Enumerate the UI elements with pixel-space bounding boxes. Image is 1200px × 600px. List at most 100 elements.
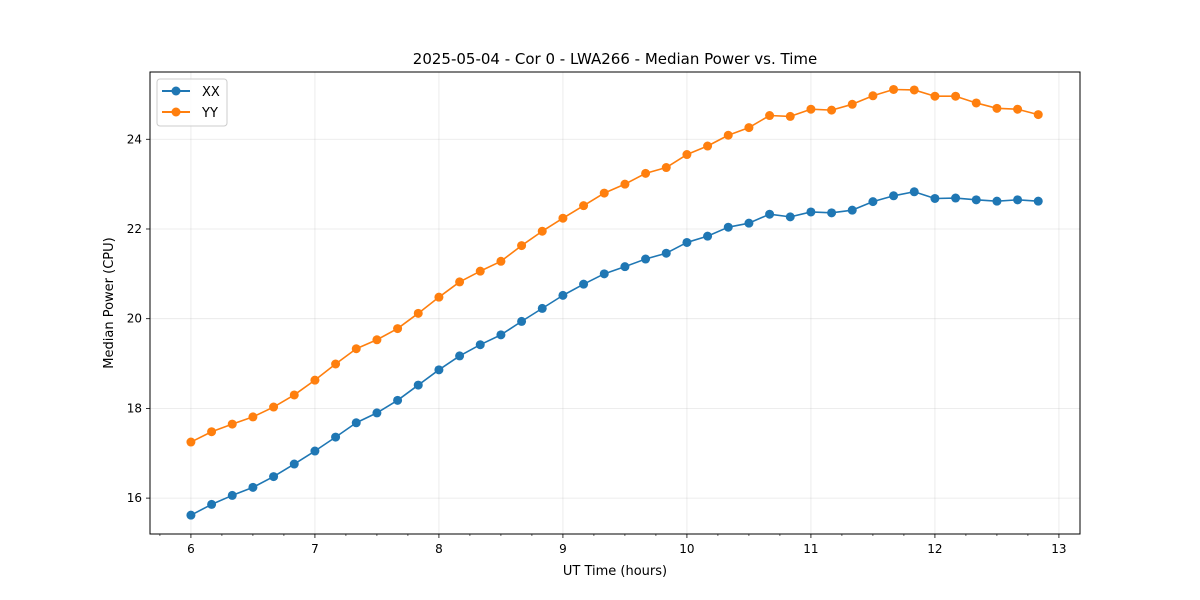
data-point-xx <box>475 340 485 350</box>
x-axis-label: UT Time (hours) <box>563 564 667 579</box>
data-point-xx <box>641 254 651 264</box>
data-point-xx <box>930 193 940 203</box>
data-point-xx <box>909 187 919 197</box>
data-point-yy <box>599 188 609 198</box>
x-tick-label: 8 <box>435 542 443 556</box>
data-point-yy <box>269 402 279 412</box>
data-point-xx <box>537 303 547 313</box>
legend-marker-yy <box>171 107 181 117</box>
data-point-yy <box>661 163 671 173</box>
data-point-xx <box>971 195 981 205</box>
data-point-yy <box>558 213 568 223</box>
data-point-yy <box>1033 110 1043 120</box>
data-point-yy <box>971 98 981 108</box>
data-point-yy <box>455 277 465 287</box>
y-tick-label: 18 <box>127 401 142 415</box>
data-point-yy <box>434 292 444 302</box>
data-point-xx <box>496 330 506 340</box>
data-point-yy <box>1013 104 1023 114</box>
data-point-yy <box>517 241 527 251</box>
data-point-xx <box>1013 195 1023 205</box>
data-point-xx <box>434 365 444 375</box>
legend-label-yy: YY <box>201 106 218 121</box>
data-point-yy <box>868 91 878 101</box>
x-tick-label: 11 <box>803 542 818 556</box>
data-point-yy <box>806 104 816 114</box>
grid-layer <box>150 72 1080 534</box>
data-point-xx <box>785 212 795 222</box>
data-point-yy <box>620 179 630 189</box>
data-point-xx <box>186 510 196 520</box>
x-tick-label: 6 <box>187 542 195 556</box>
y-tick-label: 22 <box>127 222 142 236</box>
data-point-xx <box>620 262 630 272</box>
data-point-xx <box>207 499 217 509</box>
data-point-yy <box>951 91 961 101</box>
data-point-xx <box>723 222 733 232</box>
data-point-xx <box>992 196 1002 206</box>
data-point-yy <box>682 150 692 160</box>
data-point-xx <box>331 432 341 442</box>
data-point-xx <box>289 459 299 469</box>
data-point-yy <box>992 103 1002 113</box>
data-point-xx <box>806 207 816 217</box>
data-point-yy <box>310 375 320 385</box>
data-point-yy <box>372 335 382 345</box>
legend-label-xx: XX <box>202 85 220 100</box>
data-point-xx <box>661 248 671 258</box>
data-point-yy <box>703 141 713 151</box>
data-point-xx <box>517 316 527 326</box>
data-point-yy <box>847 99 857 109</box>
data-point-yy <box>723 130 733 140</box>
x-tick-label: 9 <box>559 542 567 556</box>
data-point-yy <box>641 168 651 178</box>
data-point-yy <box>186 437 196 447</box>
data-point-xx <box>351 418 361 428</box>
data-point-xx <box>847 205 857 215</box>
legend: XX YY <box>156 78 228 127</box>
y-tick-label: 24 <box>127 132 142 146</box>
tick-layer: 6 7 8 9 10 11 12 13 16 18 20 22 24 <box>127 132 1067 556</box>
data-point-xx <box>599 269 609 279</box>
data-point-yy <box>785 111 795 121</box>
data-point-xx <box>393 395 403 405</box>
data-point-yy <box>496 256 506 266</box>
data-point-xx <box>744 218 754 228</box>
data-point-xx <box>579 279 589 289</box>
data-point-yy <box>744 123 754 133</box>
data-point-yy <box>579 201 589 211</box>
legend-marker-xx <box>171 86 181 96</box>
data-point-yy <box>413 308 423 318</box>
x-tick-label: 12 <box>927 542 942 556</box>
data-point-xx <box>682 237 692 247</box>
data-point-yy <box>930 91 940 101</box>
data-point-yy <box>537 226 547 236</box>
data-point-xx <box>868 197 878 207</box>
data-point-xx <box>310 446 320 456</box>
chart-title: 2025-05-04 - Cor 0 - LWA266 - Median Pow… <box>413 50 817 68</box>
data-point-yy <box>248 412 258 422</box>
data-point-xx <box>248 482 258 492</box>
data-point-yy <box>331 359 341 369</box>
y-tick-label: 16 <box>127 491 142 505</box>
data-point-yy <box>889 84 899 94</box>
plot-frame <box>149 71 1081 535</box>
x-tick-label: 7 <box>311 542 319 556</box>
data-point-yy <box>227 419 237 429</box>
series-layer <box>186 84 1043 520</box>
data-point-xx <box>951 193 961 203</box>
data-point-yy <box>351 344 361 354</box>
data-point-yy <box>765 111 775 121</box>
data-point-xx <box>765 209 775 219</box>
data-point-xx <box>827 208 837 218</box>
data-point-xx <box>227 490 237 500</box>
data-point-xx <box>558 290 568 300</box>
data-point-yy <box>909 85 919 95</box>
data-point-yy <box>827 105 837 115</box>
data-point-xx <box>413 380 423 390</box>
data-point-yy <box>393 324 403 334</box>
data-point-xx <box>372 408 382 418</box>
x-tick-label: 10 <box>679 542 694 556</box>
